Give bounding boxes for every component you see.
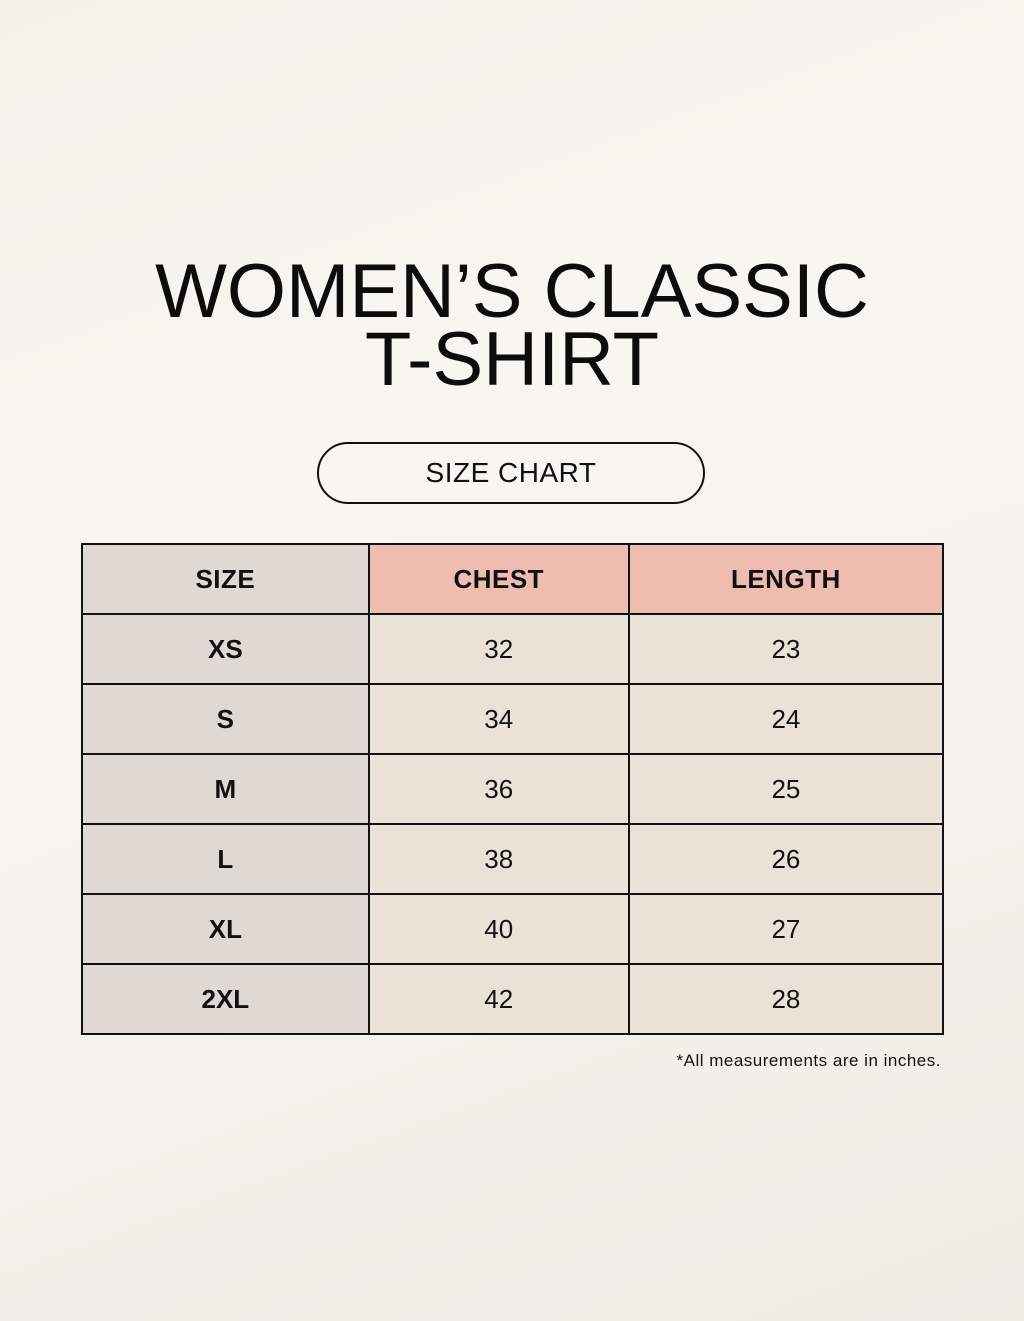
cell-size: M [81, 753, 370, 825]
table-row: S 34 24 [81, 683, 945, 755]
header-size: SIZE [81, 543, 370, 615]
table-row: 2XL 42 28 [81, 963, 945, 1035]
table-row: L 38 26 [81, 823, 945, 895]
cell-size: 2XL [81, 963, 370, 1035]
size-table: SIZE CHEST LENGTH XS 32 23 S 34 24 M 36 25 L 38 26 X… [81, 543, 945, 1035]
cell-chest: 38 [367, 823, 630, 895]
cell-chest: 40 [367, 893, 630, 965]
cell-size: XL [81, 893, 370, 965]
table-header-row: SIZE CHEST LENGTH [81, 543, 945, 615]
title-line-1: WOMEN’S CLASSIC [155, 249, 869, 334]
header-length: LENGTH [627, 543, 945, 615]
cell-size: XS [81, 613, 370, 685]
title-line-2: T-SHIRT [364, 317, 660, 402]
table-row: XS 32 23 [81, 613, 945, 685]
cell-length: 26 [627, 823, 945, 895]
cell-size: S [81, 683, 370, 755]
table-row: XL 40 27 [81, 893, 945, 965]
cell-chest: 42 [367, 963, 630, 1035]
size-chart-badge: SIZE CHART [317, 442, 705, 504]
cell-chest: 36 [367, 753, 630, 825]
measurement-note: *All measurements are in inches. [676, 1051, 941, 1070]
cell-chest: 34 [367, 683, 630, 755]
cell-length: 28 [627, 963, 945, 1035]
header-chest: CHEST [367, 543, 630, 615]
table-row: M 36 25 [81, 753, 945, 825]
page-title: WOMEN’S CLASSIC T-SHIRT [0, 249, 1024, 402]
cell-length: 24 [627, 683, 945, 755]
cell-chest: 32 [367, 613, 630, 685]
cell-length: 23 [627, 613, 945, 685]
cell-size: L [81, 823, 370, 895]
cell-length: 27 [627, 893, 945, 965]
cell-length: 25 [627, 753, 945, 825]
